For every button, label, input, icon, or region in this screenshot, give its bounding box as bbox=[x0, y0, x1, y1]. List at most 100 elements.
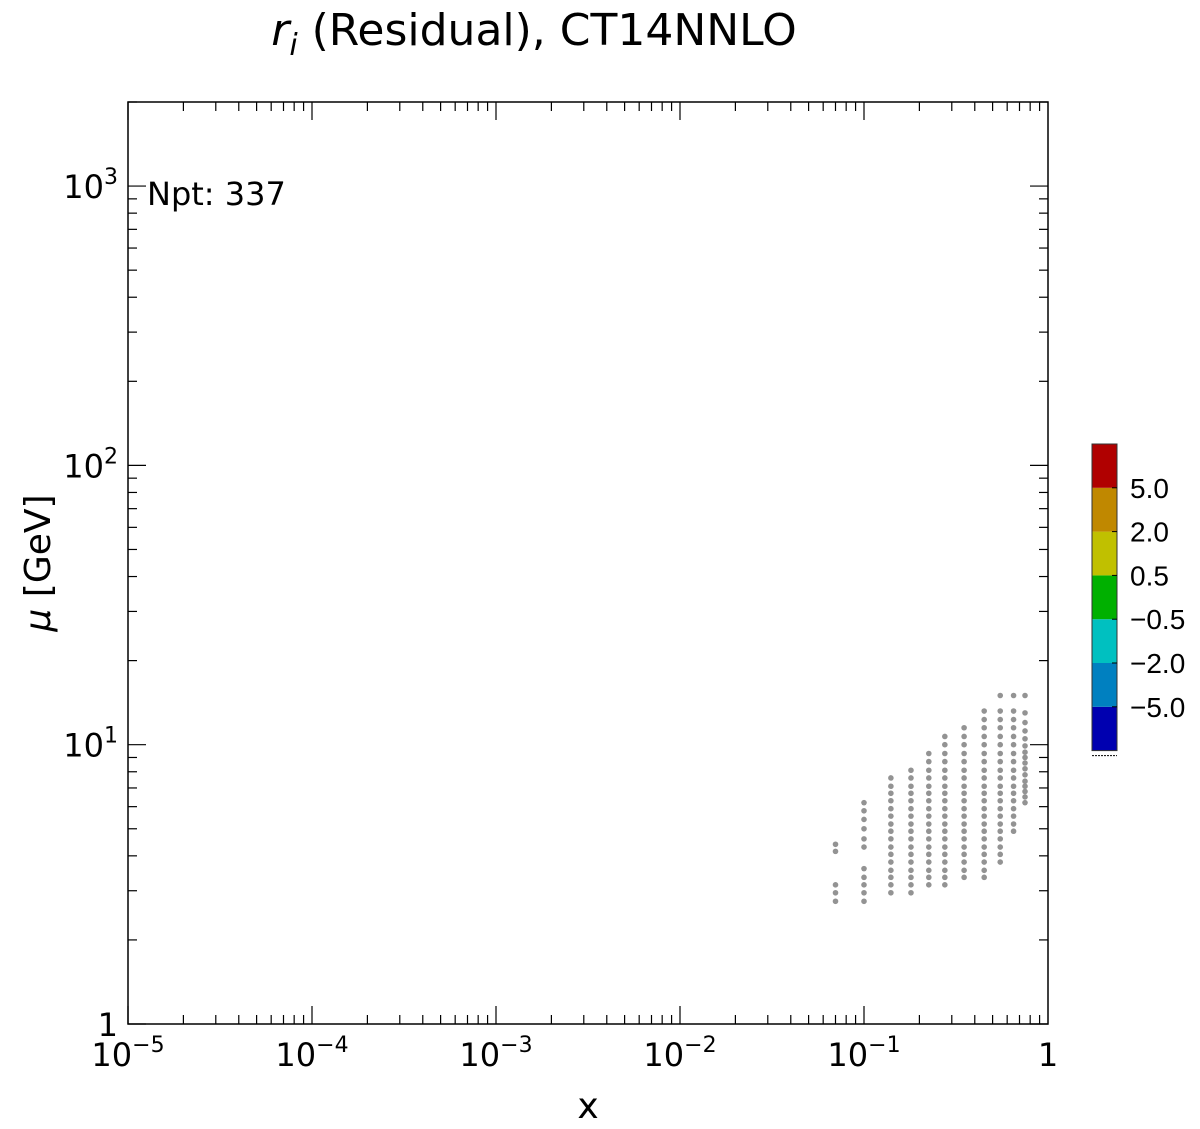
y-axis-label-unit: [GeV] bbox=[18, 494, 59, 608]
data-point bbox=[981, 828, 987, 835]
data-point bbox=[942, 882, 948, 888]
data-point bbox=[961, 724, 967, 731]
data-point bbox=[1010, 692, 1017, 699]
colorbar-label: 0.5 bbox=[1130, 560, 1169, 591]
annotation-npt: Npt: 337 bbox=[147, 175, 286, 213]
data-point bbox=[981, 758, 987, 765]
data-point bbox=[908, 828, 914, 835]
chart-title-rest: (Residual), CT14NNLO bbox=[298, 5, 797, 56]
data-point bbox=[908, 844, 914, 850]
data-point bbox=[832, 889, 839, 896]
data-point bbox=[981, 790, 987, 797]
data-point bbox=[961, 767, 967, 774]
y-axis-label-symbol: μ bbox=[18, 609, 59, 633]
data-point bbox=[1022, 728, 1028, 734]
chart-title: ri (Residual), CT14NNLO bbox=[271, 5, 797, 63]
data-point bbox=[981, 724, 987, 731]
colorbar: −5.0 −2.0 −0.5 0.5 2.0 5.0 bbox=[1091, 443, 1185, 757]
data-point bbox=[981, 775, 987, 781]
data-point bbox=[861, 889, 867, 896]
axis-ticks bbox=[127, 101, 1048, 1025]
data-point bbox=[926, 882, 932, 888]
data-point bbox=[961, 828, 967, 835]
data-point bbox=[861, 836, 867, 842]
data-point bbox=[926, 874, 932, 881]
data-point bbox=[997, 813, 1004, 819]
data-point bbox=[997, 708, 1004, 714]
data-point bbox=[888, 821, 894, 827]
data-point bbox=[942, 741, 948, 748]
data-point bbox=[908, 783, 914, 790]
data-point bbox=[1010, 758, 1017, 765]
x-tick-labels: 10−5 10−4 10−3 10−2 10−1 1 bbox=[91, 1033, 1058, 1074]
data-point bbox=[926, 828, 932, 835]
data-point bbox=[926, 750, 932, 757]
data-point bbox=[942, 783, 948, 790]
data-point bbox=[1022, 765, 1028, 772]
data-point bbox=[908, 821, 914, 827]
plot-frame bbox=[127, 101, 1049, 1025]
data-point bbox=[961, 775, 967, 781]
data-point bbox=[908, 867, 914, 874]
data-point bbox=[861, 898, 867, 905]
data-point bbox=[926, 844, 932, 850]
colorbar-label: −0.5 bbox=[1130, 604, 1185, 635]
data-point bbox=[1022, 754, 1028, 761]
data-point bbox=[961, 867, 967, 874]
data-point bbox=[1022, 735, 1028, 742]
data-point bbox=[961, 851, 967, 858]
data-point bbox=[1022, 778, 1028, 785]
data-point bbox=[961, 797, 967, 804]
data-point bbox=[942, 767, 948, 774]
data-point bbox=[997, 851, 1004, 858]
data-point bbox=[908, 836, 914, 842]
data-point bbox=[942, 844, 948, 850]
data-point bbox=[942, 867, 948, 874]
data-point bbox=[861, 865, 867, 872]
data-point bbox=[832, 841, 839, 848]
data-point bbox=[961, 836, 967, 842]
data-points bbox=[832, 692, 1028, 905]
data-point bbox=[861, 825, 867, 832]
data-point bbox=[908, 797, 914, 804]
data-point bbox=[997, 828, 1004, 835]
data-point bbox=[942, 821, 948, 827]
data-point bbox=[1010, 783, 1017, 790]
data-point bbox=[926, 836, 932, 842]
data-point bbox=[997, 716, 1004, 723]
chart-title-subscript: i bbox=[289, 28, 298, 63]
data-point bbox=[961, 859, 967, 865]
data-point bbox=[997, 750, 1004, 757]
data-point bbox=[997, 836, 1004, 842]
data-point bbox=[832, 882, 839, 888]
data-point bbox=[1010, 767, 1017, 774]
data-point bbox=[926, 851, 932, 858]
data-point bbox=[981, 733, 987, 740]
x-tick-label: 10−5 bbox=[91, 1033, 164, 1074]
x-tick-label: 10−3 bbox=[459, 1033, 532, 1074]
data-point bbox=[1022, 794, 1028, 800]
data-point bbox=[908, 882, 914, 888]
data-point bbox=[888, 813, 894, 819]
data-point bbox=[926, 767, 932, 774]
data-point bbox=[888, 874, 894, 881]
data-point bbox=[997, 790, 1004, 797]
x-tick-label: 10−1 bbox=[827, 1033, 900, 1074]
data-point bbox=[961, 844, 967, 850]
data-point bbox=[888, 844, 894, 850]
data-point bbox=[981, 767, 987, 774]
data-point bbox=[926, 813, 932, 819]
data-point bbox=[997, 741, 1004, 748]
data-point bbox=[981, 805, 987, 812]
data-point bbox=[997, 797, 1004, 804]
colorbar-bin bbox=[1092, 619, 1117, 663]
x-tick-label: 1 bbox=[1038, 1036, 1058, 1074]
data-point bbox=[1010, 790, 1017, 797]
data-point bbox=[926, 775, 932, 781]
data-point bbox=[1010, 805, 1017, 812]
data-point bbox=[1022, 743, 1028, 749]
data-point bbox=[961, 821, 967, 827]
y-tick-label: 103 bbox=[63, 165, 118, 206]
y-tick-label: 1 bbox=[98, 1006, 118, 1044]
data-point bbox=[888, 867, 894, 874]
